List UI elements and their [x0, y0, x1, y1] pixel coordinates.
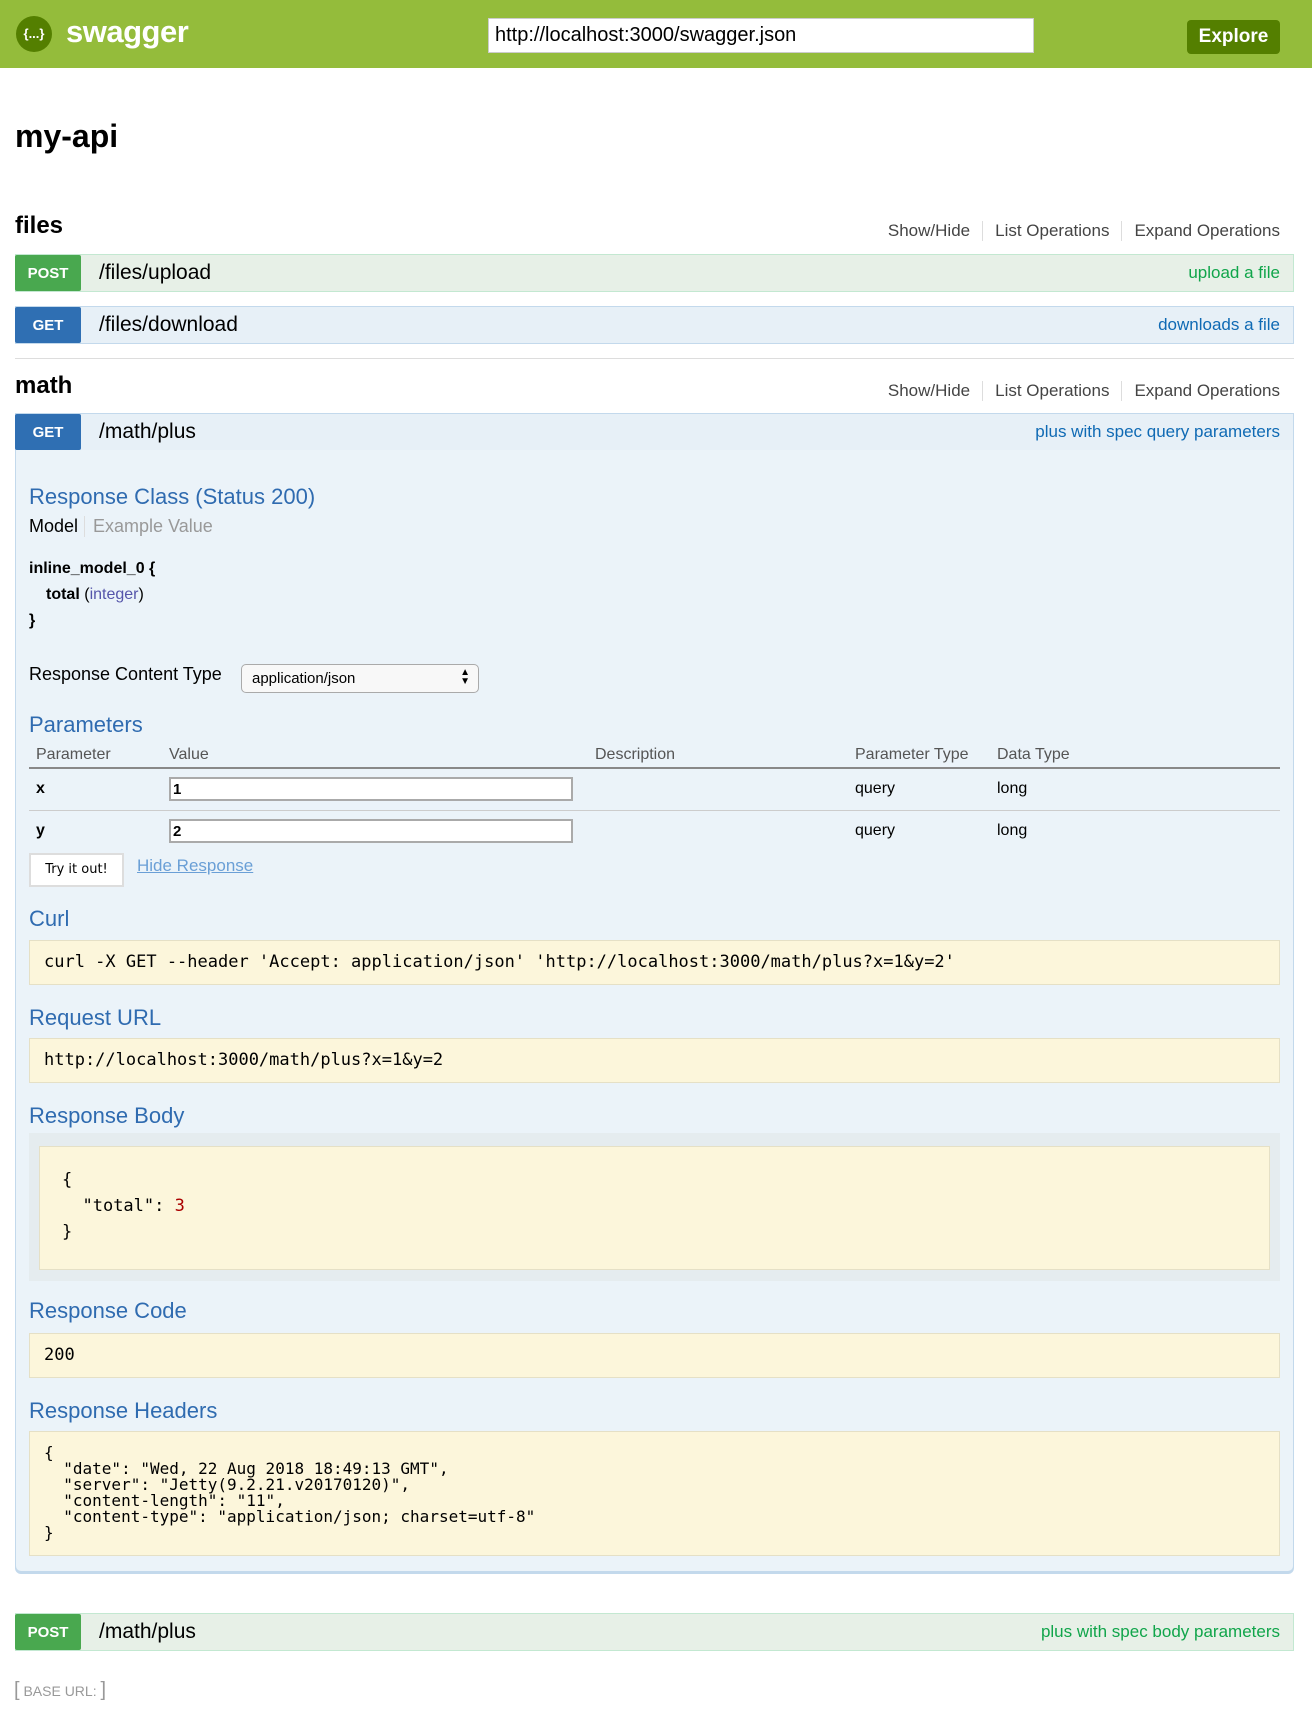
- table-row: y query long: [29, 810, 1280, 852]
- content-type-value: application/json: [252, 670, 356, 687]
- operation-get-files-download[interactable]: GET /files/download downloads a file: [15, 306, 1294, 344]
- list-operations-link[interactable]: List Operations: [983, 221, 1123, 241]
- response-body-box: { "total": 3}: [39, 1146, 1270, 1270]
- response-headers-heading: Response Headers: [29, 1398, 218, 1423]
- operation-path[interactable]: /math/plus: [99, 420, 196, 443]
- operation-path[interactable]: /files/upload: [99, 261, 212, 284]
- expand-operations-link[interactable]: Expand Operations: [1134, 381, 1280, 400]
- content-type-label: Response Content Type: [29, 664, 222, 684]
- model-tabs: Model Example Value: [29, 516, 213, 537]
- resource-files-heading[interactable]: files: [15, 212, 64, 239]
- parameters-heading: Parameters: [29, 712, 143, 737]
- swagger-logo-text[interactable]: swagger: [66, 14, 189, 49]
- response-body-wrapper: { "total": 3}: [29, 1133, 1280, 1281]
- api-title: my-api: [15, 118, 119, 154]
- try-it-out-button[interactable]: Try it out!: [29, 853, 124, 887]
- response-code-box: 200: [29, 1333, 1280, 1378]
- bracket-close: ]: [100, 1679, 107, 1701]
- param-description: [595, 768, 855, 810]
- show-hide-link[interactable]: Show/Hide: [876, 381, 984, 401]
- table-header: Parameter Value Description Parameter Ty…: [29, 742, 1280, 768]
- swagger-logo-icon[interactable]: {...}: [16, 16, 52, 52]
- param-description: [595, 810, 855, 852]
- hide-response-link[interactable]: Hide Response: [137, 856, 254, 875]
- operation-path[interactable]: /math/plus: [99, 1620, 196, 1643]
- resource-math-links: Show/Hide List Operations Expand Operati…: [876, 381, 1280, 401]
- select-arrows-icon: ▲ ▼: [460, 667, 470, 687]
- resource-math-heading[interactable]: math: [15, 372, 73, 399]
- body-open: {: [62, 1170, 73, 1190]
- response-headers-box: { "date": "Wed, 22 Aug 2018 18:49:13 GMT…: [29, 1431, 1280, 1556]
- param-name: x: [36, 780, 45, 798]
- col-description: Description: [595, 745, 676, 763]
- list-operations-link[interactable]: List Operations: [983, 381, 1123, 401]
- content-type-select[interactable]: application/json ▲ ▼: [241, 664, 479, 693]
- method-badge: GET: [15, 414, 81, 450]
- request-url-heading: Request URL: [29, 1005, 162, 1030]
- response-body-heading: Response Body: [29, 1103, 185, 1128]
- method-badge: GET: [15, 307, 81, 343]
- operation-summary[interactable]: downloads a file: [1158, 315, 1280, 334]
- curl-box: curl -X GET --header 'Accept: applicatio…: [29, 940, 1280, 985]
- response-code-heading: Response Code: [29, 1298, 187, 1323]
- method-badge: POST: [15, 255, 81, 291]
- param-type: query: [855, 822, 896, 840]
- operation-summary[interactable]: upload a file: [1188, 263, 1280, 282]
- operation-get-math-plus[interactable]: GET /math/plus plus with spec query para…: [15, 413, 1294, 451]
- expand-operations-link[interactable]: Expand Operations: [1134, 221, 1280, 240]
- body-value: 3: [174, 1196, 185, 1216]
- col-parameter: Parameter: [36, 745, 111, 763]
- param-data-type: long: [997, 780, 1028, 798]
- model-tab[interactable]: Model: [29, 516, 86, 537]
- col-value: Value: [169, 745, 209, 763]
- base-url-footer: [ BASE URL: ]: [14, 1679, 107, 1701]
- body-key: "total":: [82, 1196, 175, 1216]
- table-row: x query long: [29, 768, 1280, 810]
- request-url-box: http://localhost:3000/math/plus?x=1&y=2: [29, 1038, 1280, 1083]
- resource-divider: [15, 358, 1294, 359]
- param-x-input[interactable]: [169, 777, 573, 802]
- operation-post-files-upload[interactable]: POST /files/upload upload a file: [15, 254, 1294, 292]
- response-class-heading: Response Class (Status 200): [29, 484, 316, 509]
- param-name: y: [36, 822, 45, 840]
- model-close: }: [29, 612, 36, 629]
- operation-path[interactable]: /files/download: [99, 313, 238, 336]
- example-value-tab[interactable]: Example Value: [93, 516, 213, 536]
- method-badge: POST: [15, 1614, 81, 1650]
- operation-summary[interactable]: plus with spec query parameters: [1035, 422, 1280, 441]
- model-name: inline_model_0 {: [29, 560, 156, 577]
- base-url-label: BASE URL: [23, 1683, 93, 1699]
- bracket-open: [: [14, 1679, 20, 1701]
- show-hide-link[interactable]: Show/Hide: [876, 221, 984, 241]
- body-close: }: [62, 1222, 73, 1242]
- model-field-type: integer: [89, 586, 139, 603]
- col-data-type: Data Type: [997, 745, 1070, 763]
- explore-button[interactable]: Explore: [1187, 20, 1280, 54]
- param-type: query: [855, 780, 896, 798]
- resource-files-links: Show/Hide List Operations Expand Operati…: [876, 221, 1280, 241]
- col-parameter-type: Parameter Type: [855, 745, 969, 763]
- operation-post-math-plus[interactable]: POST /math/plus plus with spec body para…: [15, 1613, 1294, 1651]
- spec-url-input[interactable]: [488, 18, 1034, 53]
- param-y-input[interactable]: [169, 819, 573, 844]
- param-data-type: long: [997, 822, 1028, 840]
- model-field: total: [46, 586, 80, 603]
- operation-summary[interactable]: plus with spec body parameters: [1040, 1622, 1280, 1641]
- parameters-table: Parameter Value Description Parameter Ty…: [29, 742, 1280, 852]
- operation-details-panel: [15, 450, 1294, 1572]
- curl-heading: Curl: [29, 906, 70, 931]
- model-signature: inline_model_0 { total (integer) }: [29, 556, 155, 634]
